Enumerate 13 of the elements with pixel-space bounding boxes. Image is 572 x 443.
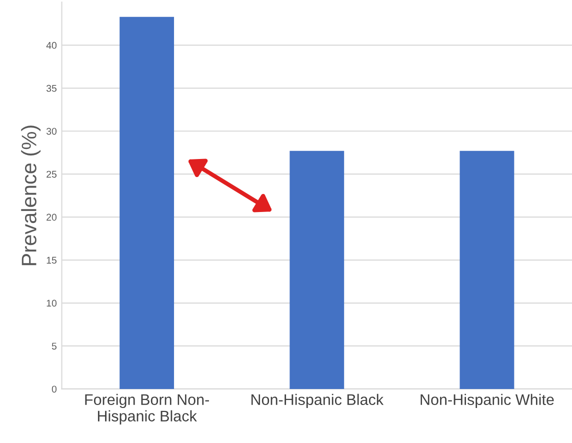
y-tick-label: 15 — [46, 256, 57, 264]
y-tick-label: 0 — [52, 386, 57, 393]
y-tick-label: 10 — [46, 300, 57, 307]
y-tick-label: 5 — [52, 342, 57, 350]
y-tick-label: 20 — [46, 214, 57, 221]
y-tick-label: 25 — [46, 170, 57, 178]
x-tick-label: Foreign Born Non- Hispanic Black — [85, 394, 209, 425]
y-axis-title: Prevalence (%) — [21, 126, 41, 266]
y-tick-label: 40 — [46, 42, 57, 49]
x-tick-label: Non-Hispanic Black — [251, 394, 384, 408]
y-tick-label: 30 — [46, 128, 57, 135]
x-tick-label: Non-Hispanic White — [420, 394, 554, 408]
y-tick-label: 35 — [46, 84, 57, 92]
